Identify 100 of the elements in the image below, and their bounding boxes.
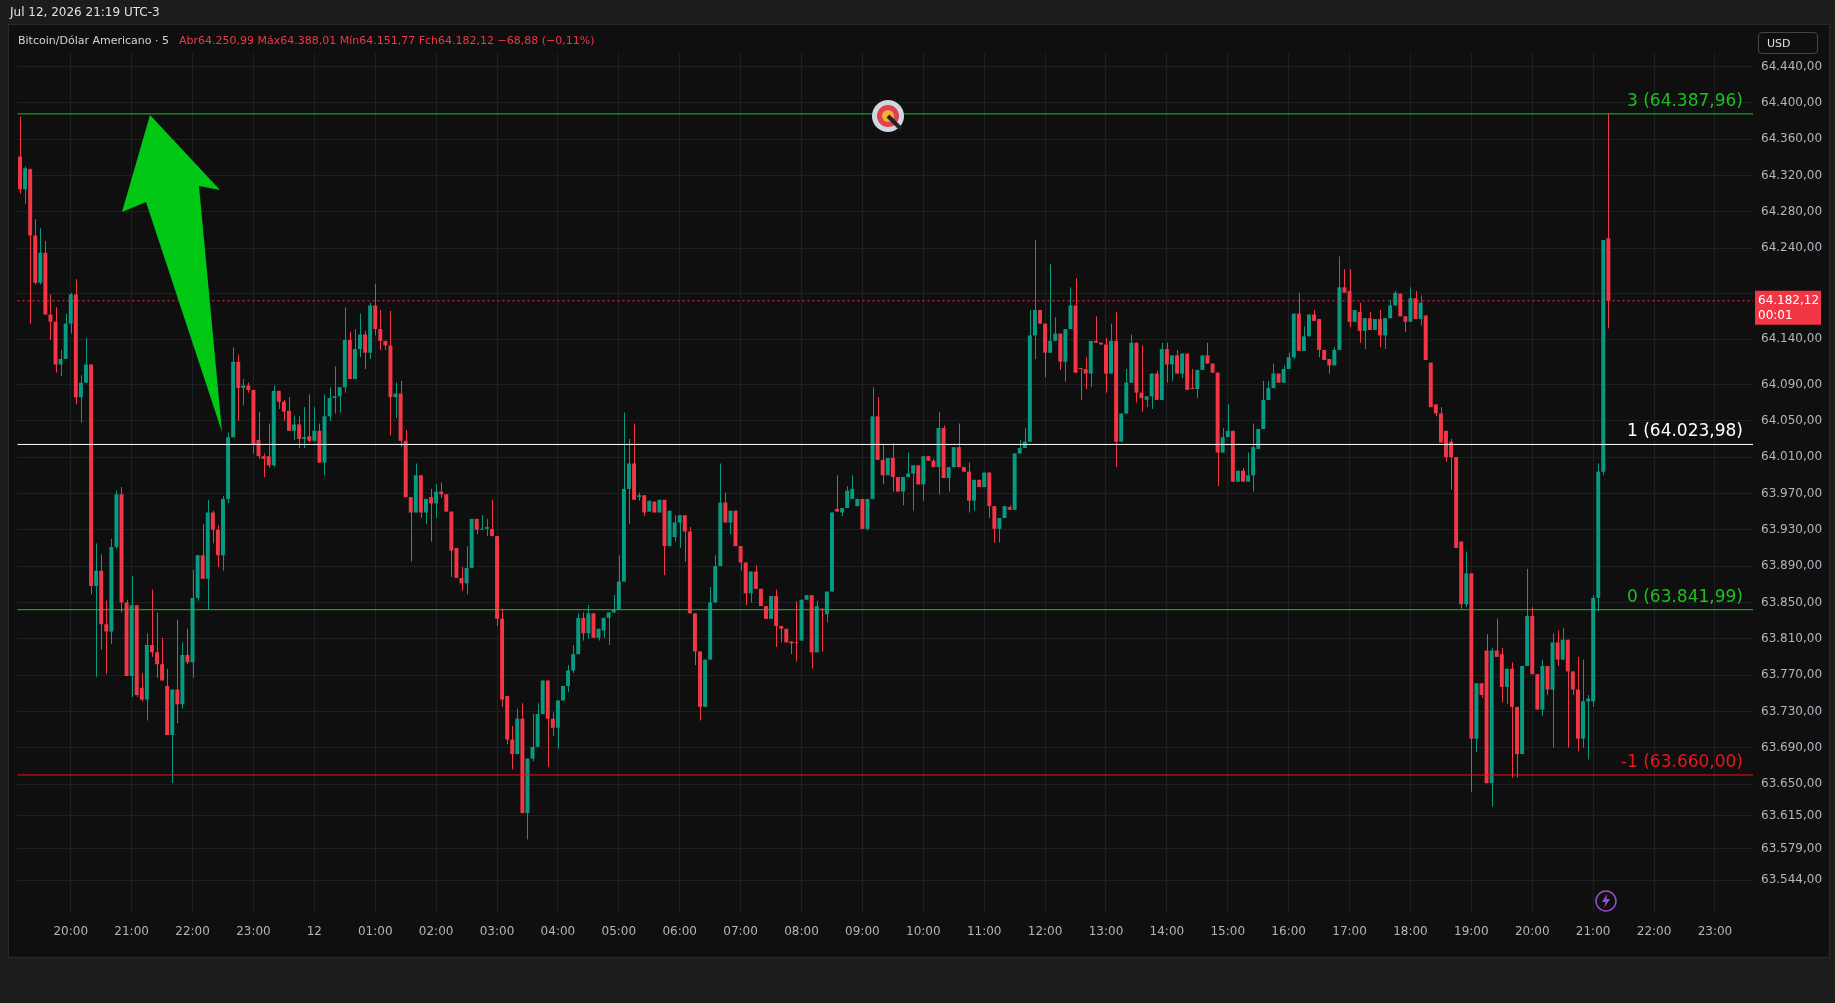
- x-tick-label: 22:00: [175, 924, 210, 939]
- x-tick-label: 11:00: [966, 924, 1002, 939]
- candlestick: [363, 330, 368, 370]
- candlestick: [748, 571, 753, 603]
- candlestick: [266, 423, 271, 469]
- candlestick: [479, 514, 484, 531]
- candlestick: [434, 483, 439, 519]
- candlestick: [241, 378, 246, 406]
- x-tick-label: 19:00: [1454, 924, 1489, 939]
- candlestick: [1175, 349, 1180, 375]
- candlestick: [1266, 380, 1271, 401]
- y-tick-label: 64.050,00: [1761, 412, 1823, 427]
- x-tick-label: 17:00: [1332, 924, 1367, 939]
- candlestick: [286, 396, 291, 432]
- candlestick: [1225, 403, 1230, 438]
- candlestick: [946, 466, 951, 493]
- y-tick-label: 64.440,00: [1761, 58, 1823, 73]
- candlestick: [1570, 670, 1575, 696]
- candlestick: [297, 415, 302, 449]
- candlestick: [200, 523, 205, 580]
- candlestick: [1560, 627, 1565, 661]
- candlestick: [104, 600, 109, 675]
- x-tick-label: 23:00: [236, 924, 271, 939]
- candlestick: [429, 488, 434, 543]
- candlestick: [1408, 286, 1413, 323]
- chart-title: Bitcoin/Dólar Americano · 5: [18, 34, 170, 47]
- x-tick-label: 22:00: [1636, 924, 1672, 939]
- candlestick: [880, 443, 885, 485]
- candlestick: [155, 611, 159, 679]
- candlestick: [1362, 317, 1367, 350]
- x-tick-label: 13:00: [1088, 924, 1124, 939]
- y-tick-label: 64.140,00: [1761, 331, 1823, 346]
- candlestick: [1164, 342, 1169, 384]
- x-tick-label: 06:00: [662, 924, 698, 939]
- candlestick: [586, 604, 591, 640]
- candlestick: [1246, 452, 1251, 483]
- x-tick-label: 16:00: [1271, 924, 1306, 939]
- candlestick: [1378, 309, 1382, 348]
- candlestick: [424, 498, 428, 525]
- candlestick: [1195, 369, 1200, 399]
- x-tick-label: 05:00: [601, 924, 637, 939]
- candlestick: [530, 713, 535, 762]
- candlestick: [992, 505, 997, 543]
- candlestick: [1555, 630, 1560, 667]
- candlestick: [408, 496, 413, 563]
- candlestick: [510, 725, 515, 771]
- ref-line-label: 1 (64.023,98): [1626, 420, 1743, 441]
- candlestick: [571, 644, 576, 674]
- candlestick: [642, 494, 647, 517]
- candlestick: [1169, 354, 1174, 382]
- x-tick-label: 21:00: [114, 924, 149, 939]
- candlestick: [1367, 311, 1372, 331]
- candlestick: [1504, 668, 1509, 705]
- candlestick: [581, 611, 586, 642]
- candlestick: [911, 464, 916, 512]
- candlestick: [1083, 356, 1088, 390]
- y-tick-label: 64.400,00: [1761, 95, 1823, 110]
- x-tick-label: 20:00: [1514, 924, 1550, 939]
- ref-line-label: -1 (63.660,00): [1620, 750, 1743, 771]
- x-tick-label: 02:00: [418, 924, 454, 939]
- candlestick: [358, 313, 362, 358]
- y-tick-label: 63.850,00: [1761, 594, 1823, 609]
- candlestick: [78, 374, 83, 424]
- candlestick: [378, 309, 383, 351]
- candlestick: [997, 517, 1002, 543]
- y-tick-label: 63.930,00: [1761, 521, 1823, 536]
- candlestick: [835, 474, 839, 513]
- x-tick-label: 12:00: [1027, 924, 1063, 939]
- candlestick: [1271, 363, 1276, 389]
- candlestick: [1545, 665, 1550, 696]
- y-tick-label: 64.090,00: [1761, 376, 1823, 391]
- y-tick-label: 63.544,00: [1761, 872, 1823, 887]
- x-tick-label: 14:00: [1149, 924, 1185, 939]
- candlestick: [723, 492, 728, 523]
- candlestick: [1301, 325, 1306, 352]
- y-tick-label: 64.360,00: [1761, 131, 1823, 146]
- y-tick-label: 64.240,00: [1761, 240, 1823, 255]
- x-tick-label: 01:00: [357, 924, 393, 939]
- y-tick-label: 64.280,00: [1761, 204, 1823, 219]
- y-tick-label: 64.010,00: [1761, 449, 1823, 464]
- candlestick: [160, 637, 165, 682]
- candlestick: [307, 393, 312, 444]
- candlestick: [185, 628, 190, 665]
- x-tick-label: 09:00: [845, 924, 880, 939]
- candlestick: [682, 514, 687, 563]
- candlestick: [23, 166, 28, 205]
- candlestick: [149, 589, 154, 658]
- candlestick: [901, 476, 905, 506]
- candlestick: [292, 414, 297, 441]
- candlestick: [332, 365, 337, 415]
- ref-line-label: 0 (63.841,99): [1626, 585, 1743, 606]
- candlestick: [824, 591, 829, 623]
- candlestick: [1048, 263, 1053, 354]
- candlestick: [1053, 316, 1058, 342]
- candlestick: [1418, 294, 1423, 326]
- y-tick-label: 63.579,00: [1761, 840, 1823, 855]
- x-tick-label: 07:00: [723, 924, 758, 939]
- ref-line-label: 64.182,12: [1758, 292, 1820, 307]
- candlestick: [302, 406, 307, 449]
- x-tick-label: 18:00: [1393, 924, 1428, 939]
